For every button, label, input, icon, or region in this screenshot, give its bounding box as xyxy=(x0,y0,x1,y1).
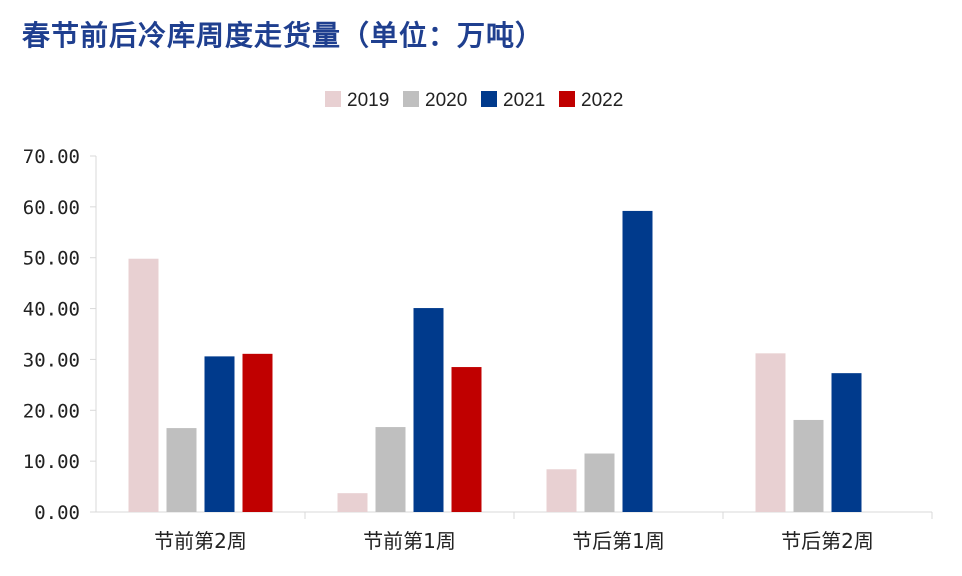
bar-2021-0 xyxy=(204,356,235,512)
bar-2019-0 xyxy=(128,258,159,512)
bar-2019-3 xyxy=(755,353,786,512)
y-tick-label: 50.00 xyxy=(23,248,80,270)
chart-title: 春节前后冷库周度走货量（单位：万吨） xyxy=(22,19,545,52)
y-tick-label: 10.00 xyxy=(23,451,80,473)
y-tick-label: 60.00 xyxy=(23,197,80,219)
x-tick-label: 节前第2周 xyxy=(154,529,247,553)
legend-swatch-2019 xyxy=(325,91,341,107)
legend-label-2021: 2021 xyxy=(503,90,545,111)
legend-swatch-2021 xyxy=(481,91,497,107)
y-tick-label: 0.00 xyxy=(34,502,80,524)
bar-2019-1 xyxy=(337,493,368,512)
bar-2021-2 xyxy=(622,210,653,512)
y-tick-label: 30.00 xyxy=(23,349,80,371)
bar-2020-2 xyxy=(584,453,615,512)
bar-2022-0 xyxy=(242,353,273,512)
legend-swatch-2020 xyxy=(403,91,419,107)
x-tick-label: 节前第1周 xyxy=(363,529,456,553)
bar-2020-0 xyxy=(166,428,197,512)
bar-2021-1 xyxy=(413,308,444,512)
x-tick-label: 节后第2周 xyxy=(781,529,874,553)
y-tick-label: 70.00 xyxy=(23,146,80,168)
bar-2020-1 xyxy=(375,427,406,512)
bar-2020-3 xyxy=(793,419,824,512)
bar-2022-1 xyxy=(451,367,482,512)
legend-label-2019: 2019 xyxy=(347,90,389,111)
y-tick-label: 40.00 xyxy=(23,299,80,321)
legend-swatch-2022 xyxy=(559,91,575,107)
y-tick-label: 20.00 xyxy=(23,400,80,422)
bar-2021-3 xyxy=(831,373,862,512)
x-tick-label: 节后第1周 xyxy=(572,529,665,553)
legend-label-2020: 2020 xyxy=(425,90,467,111)
bar-2019-2 xyxy=(546,469,577,512)
legend-label-2022: 2022 xyxy=(581,90,623,111)
